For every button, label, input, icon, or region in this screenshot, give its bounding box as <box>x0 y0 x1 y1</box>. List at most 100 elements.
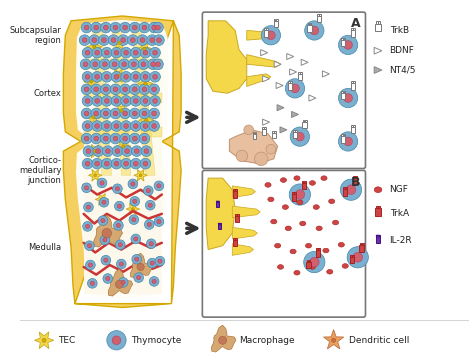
Circle shape <box>132 25 137 30</box>
Circle shape <box>115 187 119 191</box>
Circle shape <box>134 237 138 241</box>
Circle shape <box>111 96 122 106</box>
Circle shape <box>139 108 150 119</box>
Circle shape <box>152 111 156 116</box>
Bar <box>264 127 266 129</box>
Circle shape <box>92 121 102 131</box>
Circle shape <box>152 124 156 128</box>
Circle shape <box>140 96 151 106</box>
Circle shape <box>140 47 151 58</box>
Circle shape <box>112 336 121 345</box>
Polygon shape <box>95 194 109 205</box>
Bar <box>292 192 294 194</box>
Circle shape <box>130 121 141 131</box>
Circle shape <box>141 62 146 67</box>
Circle shape <box>153 59 163 70</box>
Circle shape <box>131 146 142 157</box>
Polygon shape <box>83 25 162 175</box>
Circle shape <box>152 87 156 92</box>
Circle shape <box>131 234 141 244</box>
Bar <box>341 136 346 143</box>
Circle shape <box>130 47 141 58</box>
Circle shape <box>104 258 108 262</box>
Bar <box>317 16 321 22</box>
Circle shape <box>119 109 123 112</box>
Polygon shape <box>139 114 154 127</box>
Circle shape <box>131 207 134 210</box>
Circle shape <box>124 161 128 166</box>
Polygon shape <box>112 36 127 50</box>
Bar <box>341 93 346 99</box>
Circle shape <box>123 136 128 141</box>
Bar <box>302 122 307 128</box>
Bar <box>376 235 380 243</box>
Circle shape <box>84 25 89 30</box>
Polygon shape <box>280 127 287 133</box>
Circle shape <box>144 149 149 154</box>
Circle shape <box>153 50 157 55</box>
Bar <box>306 262 310 268</box>
Circle shape <box>255 152 268 166</box>
Circle shape <box>128 59 139 70</box>
Bar <box>343 190 347 196</box>
Circle shape <box>101 47 112 58</box>
Circle shape <box>149 22 159 33</box>
Circle shape <box>88 263 92 267</box>
Polygon shape <box>374 47 382 54</box>
Polygon shape <box>112 24 131 175</box>
Circle shape <box>132 254 142 264</box>
Polygon shape <box>134 169 147 181</box>
Polygon shape <box>232 186 255 197</box>
Bar <box>307 25 312 32</box>
Circle shape <box>104 124 109 128</box>
Circle shape <box>92 71 102 82</box>
Circle shape <box>143 50 148 55</box>
Circle shape <box>123 87 128 92</box>
Circle shape <box>118 243 122 247</box>
Bar <box>351 127 355 133</box>
Ellipse shape <box>285 226 292 231</box>
Bar <box>253 132 254 134</box>
Circle shape <box>152 279 156 284</box>
Ellipse shape <box>332 220 338 225</box>
Circle shape <box>102 62 107 67</box>
Polygon shape <box>130 253 153 278</box>
Bar <box>341 91 343 93</box>
Ellipse shape <box>265 183 271 187</box>
Circle shape <box>116 240 125 250</box>
Circle shape <box>124 50 128 55</box>
Circle shape <box>290 127 310 146</box>
Bar <box>273 21 278 27</box>
Circle shape <box>82 47 93 58</box>
Circle shape <box>144 186 153 195</box>
Circle shape <box>131 182 135 186</box>
Circle shape <box>149 277 159 286</box>
Bar <box>276 19 278 21</box>
Circle shape <box>133 161 138 166</box>
Circle shape <box>154 35 164 46</box>
Circle shape <box>115 201 124 211</box>
Polygon shape <box>83 127 162 136</box>
Circle shape <box>102 146 113 157</box>
Text: IL-2R: IL-2R <box>390 236 412 245</box>
Circle shape <box>310 257 319 267</box>
Polygon shape <box>290 69 297 75</box>
Circle shape <box>86 205 91 209</box>
Circle shape <box>85 99 90 103</box>
Circle shape <box>132 136 137 141</box>
Circle shape <box>121 280 125 285</box>
Circle shape <box>157 219 161 224</box>
Bar <box>353 81 355 83</box>
Circle shape <box>120 108 130 119</box>
Bar <box>274 19 275 21</box>
Bar <box>362 244 364 245</box>
Circle shape <box>90 59 100 70</box>
Circle shape <box>100 108 111 119</box>
Circle shape <box>87 244 91 248</box>
Circle shape <box>83 146 94 157</box>
Circle shape <box>100 235 109 245</box>
Ellipse shape <box>310 265 316 269</box>
Bar <box>291 81 292 83</box>
Polygon shape <box>274 61 281 67</box>
Circle shape <box>285 79 305 98</box>
